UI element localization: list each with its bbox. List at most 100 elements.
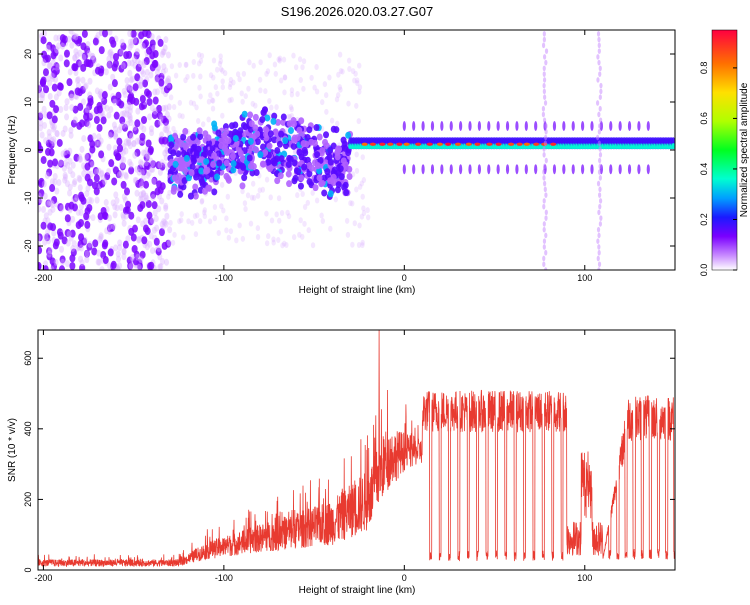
spectrogram-cell — [595, 100, 600, 106]
spectrogram-cell — [354, 102, 359, 109]
spectrogram-cell — [599, 88, 603, 95]
spectrogram-cell — [46, 111, 53, 120]
spectrogram-cell — [550, 142, 557, 146]
spectrogram-cell — [257, 187, 263, 194]
spectrogram-cell — [609, 121, 613, 131]
spectrogram-cell — [50, 59, 56, 67]
spectrogram-cell — [78, 244, 84, 252]
spectrogram-cell — [412, 121, 416, 131]
spectrogram-cell — [542, 169, 546, 175]
spectrogram-cell — [69, 41, 75, 49]
spectrogram-cell — [209, 144, 216, 152]
snr-frame — [37, 329, 676, 571]
spectrogram-cell — [86, 121, 92, 129]
spectrogram-cell — [108, 129, 115, 138]
spectrogram-cell — [64, 228, 71, 237]
spectrogram-cell — [223, 149, 230, 157]
spectrogram-cell — [301, 163, 308, 171]
spectrogram-cell — [122, 123, 129, 132]
spectrogram-cell — [292, 149, 298, 156]
spectrogram-cell — [149, 33, 155, 41]
spectrogram-cell — [43, 85, 50, 94]
spectrogram-cell — [86, 50, 92, 58]
spectrogram-cell — [41, 180, 47, 188]
spectrogram-cell — [106, 143, 112, 151]
spectrogram-cell — [38, 189, 45, 198]
spectrogram-cell — [128, 103, 134, 111]
spectrogram-cell — [150, 190, 157, 199]
spectrogram-cell — [242, 200, 248, 207]
spectrogram-cell — [62, 159, 68, 167]
spectrogram-cell — [86, 203, 93, 212]
spectrogram-cell — [39, 95, 45, 103]
spectrogram-cell — [486, 142, 493, 146]
spectrogram-cell — [232, 134, 239, 142]
spectrogram-cell — [264, 240, 270, 247]
spectrogram-cell — [58, 106, 64, 114]
spectrogram-cell — [224, 227, 229, 234]
spectrogram-cell — [217, 60, 223, 67]
spectrogram-cell — [202, 213, 208, 220]
spectrogram-cell — [319, 179, 326, 187]
spectrogram-cell — [153, 237, 160, 246]
spectrogram-cell — [51, 115, 58, 124]
spectrogram-cell — [312, 84, 317, 91]
spectrogram-cell — [72, 54, 78, 62]
spectrogram-cell — [117, 144, 124, 153]
spectrogram-cell — [145, 151, 151, 159]
spectrogram-cell — [361, 142, 368, 146]
spectrogram-cell — [345, 149, 352, 157]
spectrogram-cell — [140, 189, 146, 197]
spectrogram-cell — [112, 144, 118, 152]
spectrogram-cell — [542, 244, 546, 250]
spectrogram-cell — [189, 163, 196, 171]
spectrogram-cell — [320, 217, 326, 224]
spectrogram-cell — [122, 90, 128, 98]
spectrogram-cell — [287, 126, 294, 134]
spectrogram-cell — [126, 59, 132, 67]
spectrogram-y-tick-label: 0 — [23, 147, 33, 152]
spectrogram-cell — [271, 159, 278, 167]
spectrogram-cell — [114, 197, 120, 205]
spectrogram-cell — [354, 186, 359, 193]
spectrogram-cell — [319, 147, 326, 155]
spectrogram-cell — [136, 263, 142, 270]
spectrogram-cell — [254, 138, 261, 146]
spectrogram-cell — [111, 222, 117, 230]
spectrogram-cell — [597, 261, 602, 268]
spectrogram-cell — [365, 207, 370, 214]
spectrogram-cell — [74, 51, 80, 59]
spectrogram-cell — [637, 164, 641, 175]
spectrogram-cell — [91, 247, 98, 256]
spectrogram-cell — [72, 54, 78, 62]
spectrogram-cell — [352, 77, 357, 84]
spectrogram-cell — [344, 217, 350, 224]
spectrogram-cell — [225, 137, 232, 145]
spectrogram-cell — [84, 250, 90, 258]
spectrogram-cell — [70, 248, 77, 257]
spectrogram-cell — [274, 177, 281, 185]
spectrogram-cell — [231, 79, 236, 86]
spectrogram-cell — [139, 201, 146, 210]
spectrogram-cell — [84, 153, 90, 161]
spectrogram-cell — [596, 226, 601, 233]
spectrogram-cell — [314, 64, 319, 71]
spectrogram-cell — [119, 110, 125, 118]
spectrogram-cell — [274, 104, 279, 111]
spectrogram-cell — [360, 193, 365, 200]
spectrogram-cell — [59, 245, 65, 253]
spectrogram-cell — [240, 188, 245, 195]
spectrogram-cell — [184, 61, 189, 68]
spectrogram-cell — [96, 105, 103, 114]
spectrogram-cell — [306, 227, 311, 234]
spectrogram-cell — [38, 112, 44, 121]
spectrogram-cell — [139, 195, 145, 203]
spectrogram-cell — [128, 132, 134, 140]
spectrogram-cell — [93, 174, 100, 183]
spectrogram-cell — [180, 133, 187, 141]
spectrogram-cell — [309, 74, 314, 81]
spectrogram-cell — [69, 229, 76, 238]
spectrogram-cell — [286, 113, 291, 120]
spectrogram-cell — [162, 161, 168, 168]
spectrogram-cell — [124, 106, 130, 114]
